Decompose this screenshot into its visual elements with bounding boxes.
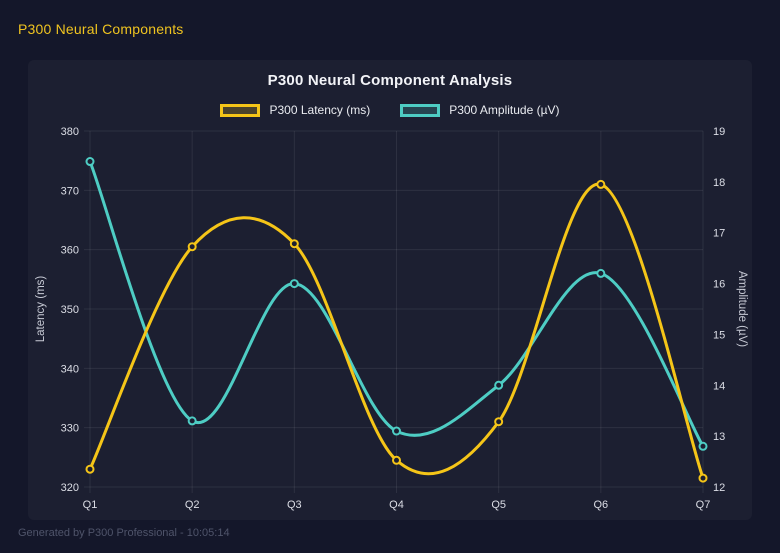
data-point-latency-q4[interactable] [392, 455, 401, 465]
data-point-latency-q2[interactable] [187, 242, 197, 252]
y-axis-tick-label-right: 19 [713, 126, 725, 138]
x-axis-tick-label: Q4 [389, 499, 404, 511]
data-point-amplitude-q3[interactable] [289, 279, 299, 289]
y-axis-title-left: Latency (ms) [35, 276, 47, 343]
x-axis-tick-label: Q7 [696, 499, 711, 511]
legend-item-amplitude[interactable]: P300 Amplitude (µV) [400, 103, 560, 117]
legend-label-latency: P300 Latency (ms) [269, 103, 371, 117]
x-axis-tick-label: Q2 [185, 499, 200, 511]
legend-swatch-amplitude-icon [400, 103, 441, 117]
data-point-amplitude-q2[interactable] [187, 416, 197, 426]
data-point-latency-q6[interactable] [596, 179, 606, 189]
chart-card: P300 Neural Component Analysis P300 Late… [28, 60, 752, 520]
data-point-amplitude-q4[interactable] [392, 426, 401, 436]
y-axis-tick-label-left: 380 [61, 126, 79, 138]
data-point-latency-q5[interactable] [494, 417, 504, 427]
footer-status-text: Generated by P300 Professional - 10:05:1… [18, 527, 230, 539]
y-axis-tick-label-right: 16 [713, 279, 725, 291]
y-axis-tick-label-right: 13 [713, 431, 725, 443]
y-axis-tick-label-left: 370 [61, 185, 79, 197]
y-axis-tick-label-left: 340 [61, 363, 79, 375]
y-axis-tick-label-right: 12 [713, 482, 725, 494]
page-title: P300 Neural Components [18, 21, 184, 37]
y-axis-tick-label-right: 17 [713, 228, 725, 240]
y-axis-tick-label-right: 15 [713, 329, 725, 341]
y-axis-tick-label-left: 350 [61, 304, 79, 316]
data-point-amplitude-q5[interactable] [494, 380, 504, 390]
data-point-amplitude-q1[interactable] [85, 157, 95, 167]
data-point-latency-q7[interactable] [698, 473, 708, 483]
chart-canvas[interactable]: Q1 Q2 Q3 Q4 Q5 Q6 Q7 320 330 340 350 360 370 380 12 13 1… [28, 60, 752, 520]
y-axis-tick-label-left: 360 [61, 245, 79, 257]
x-axis-tick-label: Q1 [83, 499, 98, 511]
y-axis-tick-label-right: 18 [713, 177, 725, 189]
y-axis-title-right: Amplitude (µV) [736, 271, 748, 347]
x-axis-tick-label: Q6 [593, 499, 608, 511]
data-point-amplitude-q7[interactable] [698, 441, 708, 451]
legend-swatch-latency-icon [220, 103, 261, 117]
legend-label-amplitude: P300 Amplitude (µV) [449, 103, 560, 117]
data-point-latency-q1[interactable] [85, 464, 95, 474]
data-point-latency-q3[interactable] [289, 239, 299, 249]
y-axis-tick-label-right: 14 [713, 380, 725, 392]
y-axis-tick-label-left: 330 [61, 423, 79, 435]
x-axis-tick-label: Q3 [287, 499, 302, 511]
x-axis-tick-label: Q5 [491, 499, 506, 511]
chart-title: P300 Neural Component Analysis [267, 72, 513, 89]
y-axis-tick-label-left: 320 [61, 482, 79, 494]
chart-legend: P300 Latency (ms) P300 Amplitude (µV) [28, 103, 752, 117]
data-point-amplitude-q6[interactable] [596, 268, 606, 278]
legend-item-latency[interactable]: P300 Latency (ms) [220, 103, 370, 117]
